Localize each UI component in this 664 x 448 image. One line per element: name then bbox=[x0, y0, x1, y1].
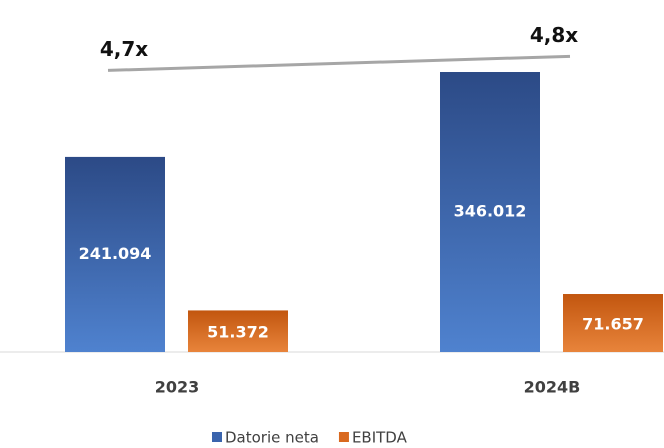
bar bbox=[440, 72, 540, 353]
data-label: 241.094 bbox=[79, 244, 152, 263]
line-label: 4,8x bbox=[530, 23, 578, 47]
legend-swatch bbox=[338, 432, 349, 442]
x-tick-label: 2024B bbox=[524, 378, 581, 397]
legend-swatch bbox=[212, 432, 222, 442]
data-label: 71.657 bbox=[582, 315, 644, 334]
line-label: 4,7x bbox=[100, 37, 148, 61]
legend-label: Datorie neta bbox=[225, 429, 319, 447]
bar bbox=[563, 294, 663, 352]
data-label: 346.012 bbox=[454, 202, 527, 221]
data-label: 51.372 bbox=[207, 323, 269, 342]
x-tick-label: 2023 bbox=[155, 378, 200, 397]
ratio-line bbox=[107, 54, 571, 72]
bar bbox=[188, 310, 288, 352]
legend-label: EBITDA bbox=[352, 429, 408, 447]
bar bbox=[65, 156, 165, 352]
